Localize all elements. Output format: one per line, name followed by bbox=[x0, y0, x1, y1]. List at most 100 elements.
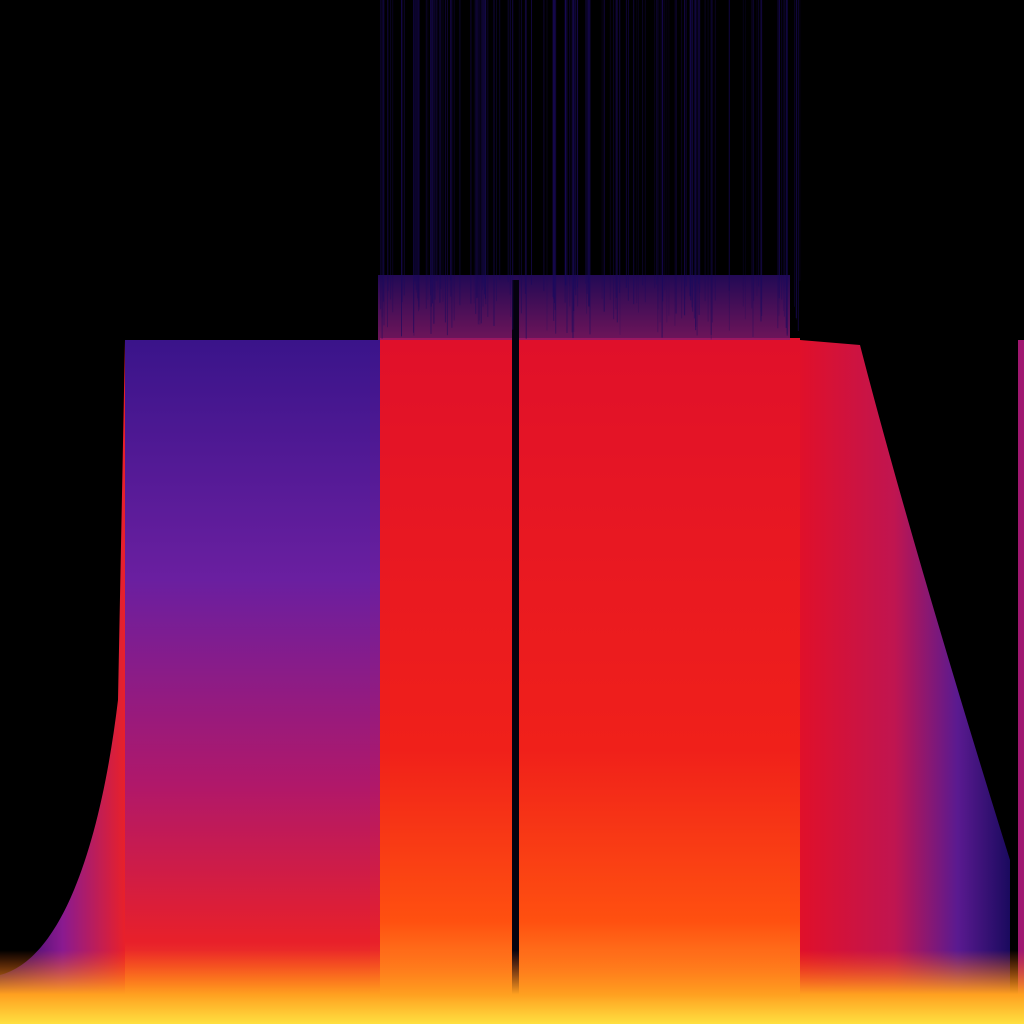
streak bbox=[440, 0, 442, 289]
streak bbox=[666, 0, 668, 323]
streak bbox=[662, 0, 664, 302]
streak bbox=[695, 0, 697, 331]
streak bbox=[711, 0, 713, 323]
streak bbox=[418, 0, 419, 312]
streak bbox=[392, 0, 394, 313]
streak bbox=[387, 0, 388, 328]
streak bbox=[603, 0, 605, 312]
streak bbox=[659, 0, 661, 323]
streak bbox=[571, 0, 573, 333]
streak bbox=[690, 0, 692, 301]
streak bbox=[432, 0, 433, 304]
streak bbox=[531, 0, 532, 285]
streak bbox=[588, 0, 590, 307]
streak bbox=[473, 0, 475, 304]
streak bbox=[777, 0, 779, 329]
streak bbox=[689, 0, 691, 297]
streak bbox=[797, 0, 799, 331]
streak bbox=[415, 0, 417, 290]
streak bbox=[434, 0, 436, 300]
streak bbox=[493, 0, 495, 326]
streak bbox=[699, 0, 701, 293]
streak bbox=[477, 0, 479, 325]
streak bbox=[656, 0, 658, 285]
streak bbox=[615, 0, 617, 298]
divider-line bbox=[512, 280, 519, 1024]
streak bbox=[674, 0, 676, 326]
streak bbox=[761, 0, 763, 316]
streak bbox=[475, 0, 477, 314]
streak bbox=[627, 0, 629, 301]
streak bbox=[427, 0, 429, 300]
streak bbox=[644, 0, 646, 303]
streak bbox=[566, 0, 568, 333]
streak bbox=[418, 0, 420, 310]
streak bbox=[613, 0, 615, 320]
streak bbox=[437, 0, 439, 290]
streak bbox=[657, 0, 659, 333]
streak bbox=[785, 0, 787, 328]
streak bbox=[728, 0, 730, 331]
streak bbox=[692, 0, 694, 312]
streak bbox=[417, 0, 419, 302]
streak bbox=[744, 0, 746, 320]
streak bbox=[482, 0, 484, 284]
streak bbox=[696, 0, 698, 336]
streak bbox=[587, 0, 589, 284]
streak bbox=[418, 0, 420, 307]
streak bbox=[589, 0, 591, 335]
streak bbox=[616, 0, 618, 323]
streak bbox=[681, 0, 683, 319]
streak bbox=[586, 0, 588, 294]
streak bbox=[693, 0, 695, 319]
streak bbox=[619, 0, 621, 293]
streak bbox=[430, 0, 432, 334]
streak bbox=[573, 0, 575, 311]
streak bbox=[786, 0, 788, 334]
left-ramp bbox=[0, 340, 125, 1024]
streak bbox=[796, 0, 797, 320]
streak bbox=[401, 0, 403, 303]
streak bbox=[484, 0, 486, 299]
streak bbox=[380, 0, 382, 310]
streak bbox=[574, 0, 576, 290]
streak bbox=[417, 0, 419, 299]
streak bbox=[668, 0, 670, 316]
streak bbox=[481, 0, 483, 290]
streak bbox=[781, 0, 783, 300]
streak bbox=[795, 0, 797, 319]
streak bbox=[543, 0, 545, 292]
streak bbox=[573, 0, 575, 332]
streak bbox=[707, 0, 709, 322]
streak bbox=[609, 0, 611, 300]
streak bbox=[425, 0, 427, 309]
streak bbox=[588, 0, 590, 306]
streak bbox=[520, 0, 522, 314]
streak bbox=[585, 0, 587, 284]
streak bbox=[442, 0, 444, 302]
streak bbox=[783, 0, 784, 311]
streak bbox=[786, 0, 788, 336]
purple-band bbox=[125, 340, 380, 1024]
streak bbox=[382, 0, 384, 302]
streak bbox=[710, 0, 712, 340]
streak bbox=[507, 0, 509, 282]
streak bbox=[413, 0, 415, 336]
streak bbox=[553, 0, 555, 299]
streak bbox=[742, 0, 744, 307]
streak bbox=[509, 0, 511, 295]
streak bbox=[383, 0, 385, 326]
streak bbox=[483, 0, 484, 288]
streak bbox=[642, 0, 644, 286]
streak bbox=[577, 0, 578, 288]
streak bbox=[675, 0, 677, 314]
red-band bbox=[380, 338, 800, 1024]
streak bbox=[478, 0, 480, 321]
streak bbox=[664, 0, 666, 291]
streak bbox=[704, 0, 706, 302]
streak bbox=[401, 0, 402, 337]
streak bbox=[572, 0, 574, 339]
streak bbox=[799, 0, 801, 281]
streak bbox=[633, 0, 635, 305]
streak bbox=[479, 0, 481, 325]
